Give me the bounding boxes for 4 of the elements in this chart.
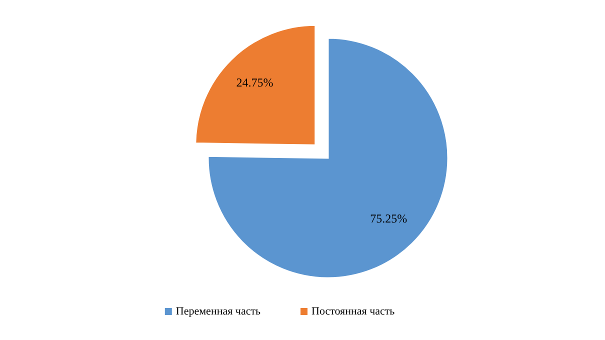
legend-label: Переменная часть — [176, 306, 261, 318]
data-label: 75.25% — [370, 211, 408, 226]
legend-label: Постоянная часть — [312, 306, 395, 318]
data-label: 24.75% — [236, 75, 274, 90]
